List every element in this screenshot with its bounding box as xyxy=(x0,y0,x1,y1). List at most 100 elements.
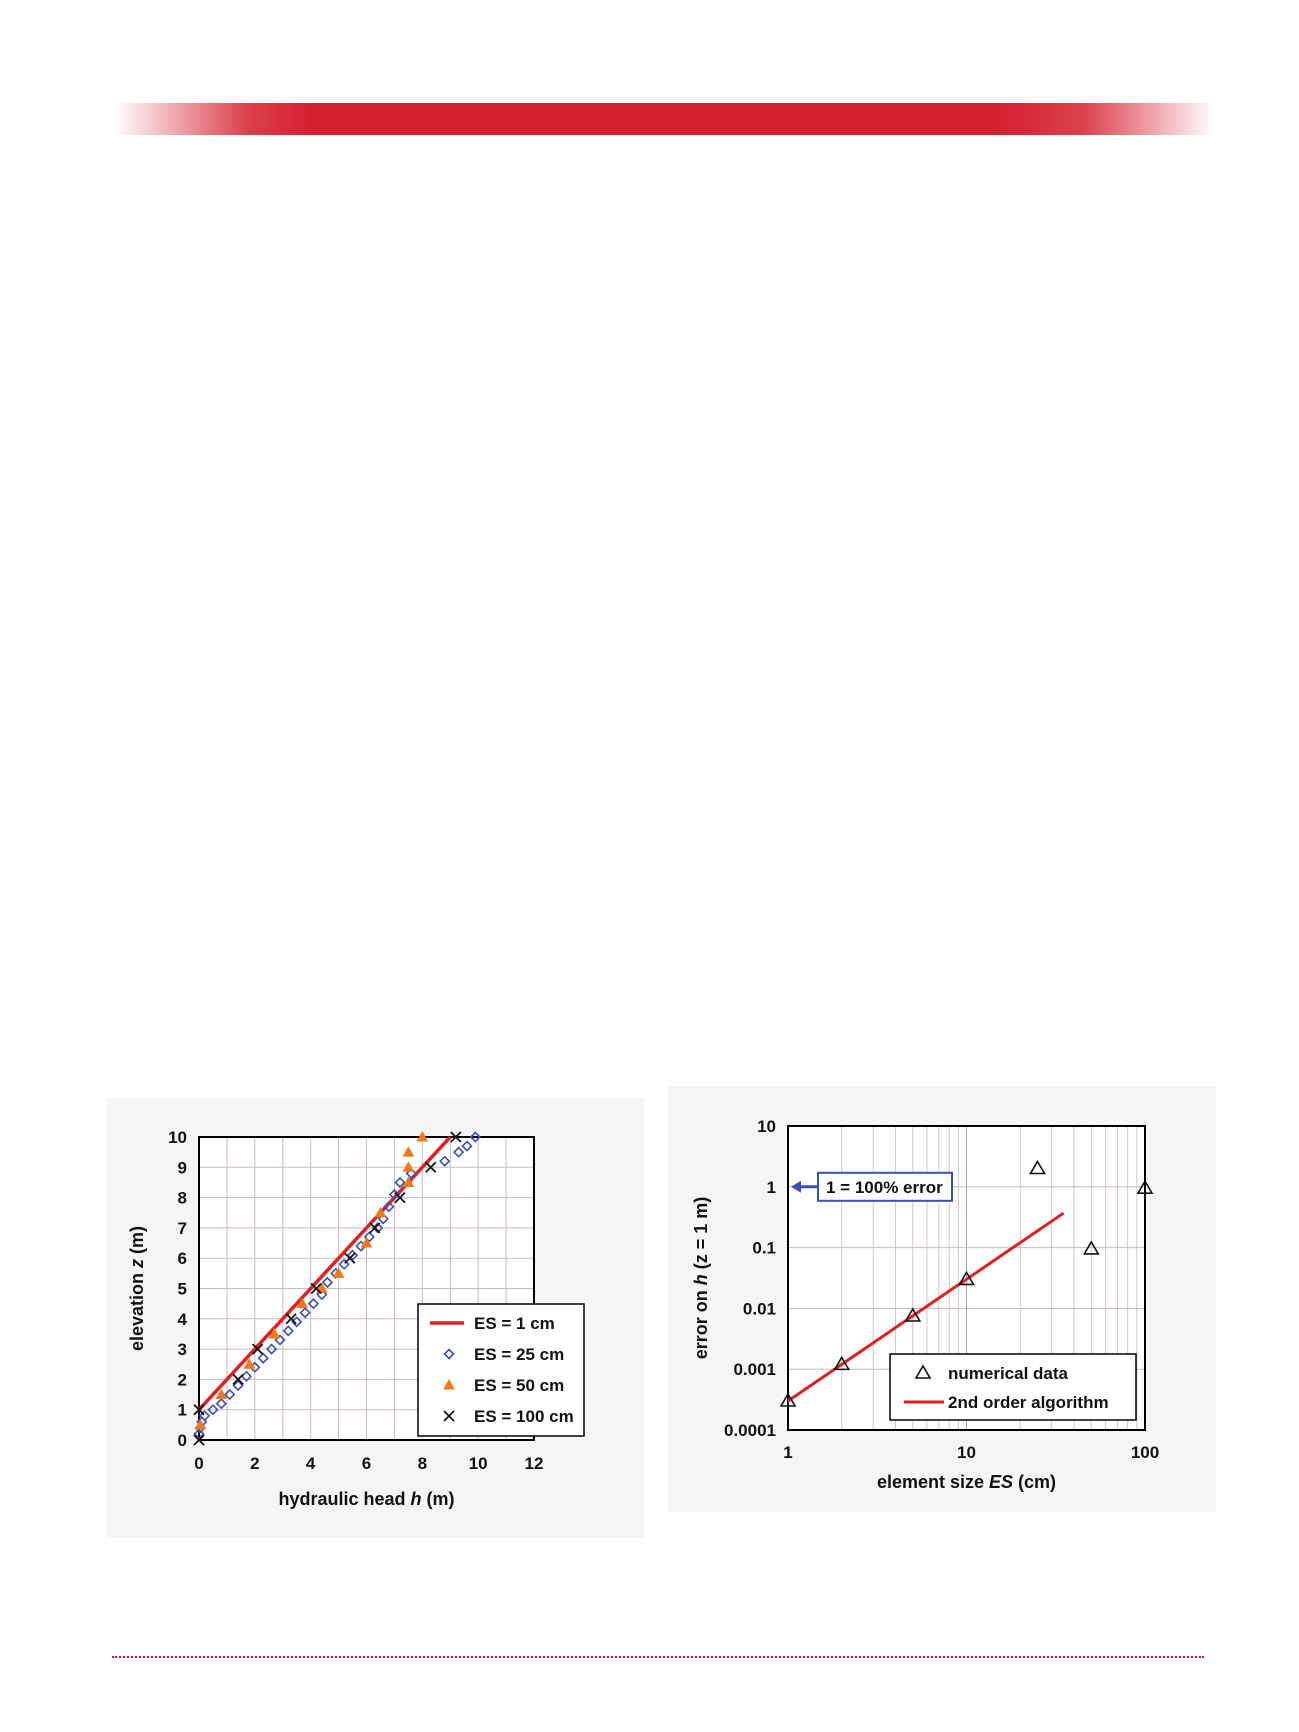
data-point-triangle xyxy=(360,1237,373,1248)
data-point-triangle xyxy=(215,1388,228,1400)
data-point-cross xyxy=(310,1282,322,1295)
data-point-diamond xyxy=(282,1325,294,1337)
data-point-diamond xyxy=(299,1307,311,1319)
data-point-diamond xyxy=(383,1201,395,1213)
data-point-diamond xyxy=(372,1222,384,1234)
data-point-cross xyxy=(193,1404,205,1416)
data-point-diamond xyxy=(469,1131,482,1143)
data-point-diamond xyxy=(388,1188,401,1201)
data-point-triangle xyxy=(904,1307,922,1322)
data-point-diamond xyxy=(198,1410,211,1422)
y-tick-label: 1 xyxy=(767,1178,776,1197)
data-point-triangle xyxy=(268,1327,281,1339)
x-axis-label: hydraulic head h (m) xyxy=(278,1489,454,1509)
data-point-cross xyxy=(285,1313,297,1325)
data-point-diamond xyxy=(274,1334,286,1346)
data-point-triangle xyxy=(315,1282,328,1293)
data-point-diamond xyxy=(338,1258,350,1270)
x-tick-label: 6 xyxy=(362,1454,371,1473)
x-tick-label: 8 xyxy=(418,1454,427,1473)
data-point-cross xyxy=(450,1131,462,1143)
data-point-diamond xyxy=(265,1343,278,1355)
data-point-diamond xyxy=(316,1288,328,1301)
header-banner xyxy=(115,103,1215,135)
data-point-triangle xyxy=(833,1355,851,1371)
y-tick-label: 0.001 xyxy=(733,1360,776,1379)
legend-label: ES = 25 cm xyxy=(474,1345,564,1364)
data-point-diamond xyxy=(394,1176,406,1189)
annotation-box xyxy=(817,1171,953,1202)
legend-label: ES = 1 cm xyxy=(474,1314,555,1333)
y-tick-label: 0.1 xyxy=(752,1239,776,1258)
data-point-cross xyxy=(251,1343,264,1355)
data-point-diamond xyxy=(377,1213,389,1225)
legend-box xyxy=(417,1303,585,1437)
y-tick-label: 0.01 xyxy=(743,1299,776,1318)
data-point-diamond xyxy=(461,1140,473,1152)
data-point-triangle xyxy=(402,1176,415,1187)
data-point-triangle xyxy=(416,1130,429,1142)
data-point-diamond xyxy=(307,1298,320,1310)
data-point-triangle xyxy=(1136,1179,1154,1194)
data-point-diamond xyxy=(257,1352,269,1364)
legend-swatch xyxy=(443,1348,455,1360)
footer-dotted-rule xyxy=(112,1656,1204,1658)
data-point-diamond xyxy=(224,1388,236,1401)
data-point-diamond xyxy=(232,1379,244,1392)
x-tick-label: 12 xyxy=(525,1454,544,1473)
x-tick-label: 0 xyxy=(194,1454,203,1473)
legend-swatch xyxy=(443,1378,455,1390)
annotation-label: 1 = 100% error xyxy=(826,1178,943,1197)
y-tick-label: 0 xyxy=(178,1431,187,1450)
legend-swatch xyxy=(914,1364,932,1379)
y-tick-label: 3 xyxy=(178,1340,187,1359)
data-point-diamond xyxy=(321,1276,334,1289)
chart-error-convergence: 1 10 100 0.0001 0.001 0.01 0.1 1 10 element size … xyxy=(691,1117,1159,1492)
data-point-triangle xyxy=(958,1270,975,1286)
y-axis-label: elevation z (m) xyxy=(127,1226,147,1351)
data-point-diamond xyxy=(439,1155,451,1167)
data-point-triangle xyxy=(194,1418,207,1430)
data-point-triangle xyxy=(1029,1159,1046,1175)
data-point-triangle xyxy=(296,1297,309,1309)
legend-swatch xyxy=(443,1410,455,1422)
y-tick-label: 9 xyxy=(178,1158,187,1177)
data-point-triangle xyxy=(374,1206,387,1218)
legend-box xyxy=(889,1353,1137,1421)
y-tick-label: 4 xyxy=(178,1310,188,1329)
y-tick-label: 10 xyxy=(757,1117,776,1136)
data-point-diamond xyxy=(207,1404,219,1416)
legend-label: ES = 100 cm xyxy=(474,1407,574,1426)
legend-label: ES = 50 cm xyxy=(474,1376,564,1395)
data-point-triangle xyxy=(402,1161,415,1172)
data-point-triangle xyxy=(779,1392,797,1407)
y-tick-label: 0.0001 xyxy=(724,1421,776,1440)
y-tick-label: 1 xyxy=(178,1401,187,1420)
data-point-diamond xyxy=(452,1146,465,1158)
y-tick-label: 6 xyxy=(178,1249,187,1268)
y-tick-label: 8 xyxy=(178,1189,187,1208)
y-tick-label: 2 xyxy=(178,1370,187,1389)
data-point-triangle xyxy=(243,1358,256,1369)
data-point-cross xyxy=(232,1373,244,1386)
data-point-cross xyxy=(193,1434,205,1446)
y-tick-label: 10 xyxy=(168,1128,187,1147)
data-point-diamond xyxy=(346,1249,359,1261)
data-point-diamond xyxy=(405,1167,417,1179)
data-point-diamond xyxy=(193,1428,205,1440)
x-tick-label: 1 xyxy=(783,1443,792,1462)
x-tick-label: 4 xyxy=(306,1454,316,1473)
y-tick-label: 7 xyxy=(178,1219,187,1238)
legend-label: numerical data xyxy=(948,1364,1069,1383)
data-point-triangle xyxy=(332,1267,345,1278)
data-point-cross xyxy=(394,1191,406,1204)
data-point-diamond xyxy=(215,1398,227,1410)
y-tick-label: 5 xyxy=(178,1280,187,1299)
plot-frame xyxy=(787,1125,1146,1431)
x-tick-label: 10 xyxy=(469,1454,488,1473)
y-axis-label: error on h (z = 1 m) xyxy=(691,1197,711,1360)
plot-frame xyxy=(198,1136,535,1441)
chart-panel-head-profile: 0 2 4 6 8 10 12 0 1 2 3 4 5 6 7 8 9 10 hydraulic head h (m… xyxy=(106,1098,644,1538)
x-tick-label: 2 xyxy=(250,1454,259,1473)
